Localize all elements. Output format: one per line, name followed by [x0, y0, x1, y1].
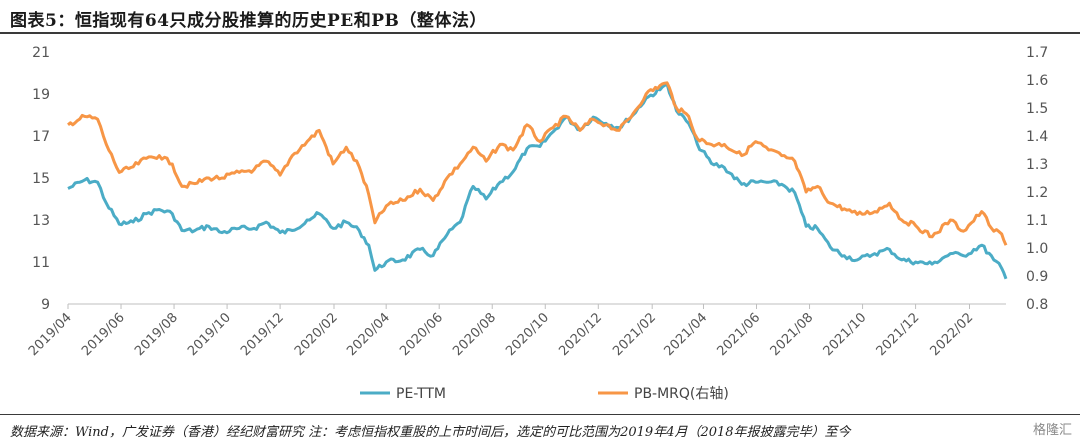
- x-axis-tick-label: 2022/02: [928, 310, 977, 359]
- right-axis-tick-label: 1.6: [1026, 73, 1048, 89]
- right-axis: 0.8 0.9 1.0 1.1 1.2 1.3 1.4 1.5 1.6 1.7: [1026, 45, 1048, 313]
- x-axis-tick-label: 2019/06: [79, 310, 128, 359]
- x-axis-tick-label: 2020/04: [344, 310, 393, 359]
- right-axis-tick-label: 1.5: [1026, 101, 1048, 117]
- left-axis-tick-label: 11: [32, 255, 50, 271]
- left-axis-tick-label: 17: [32, 129, 50, 145]
- right-axis-tick-label: 1.0: [1026, 241, 1048, 257]
- chart-title: 图表5：恒指现有64只成分股推算的历史PE和PB（整体法）: [10, 11, 487, 31]
- right-axis-tick-label: 0.8: [1026, 297, 1048, 313]
- series-line-pb: [67, 81, 1008, 246]
- footer-divider: [0, 414, 1080, 415]
- x-axis-tick-label: 2020/10: [503, 310, 552, 359]
- right-axis-tick-label: 1.4: [1026, 129, 1048, 145]
- right-axis-tick-label: 1.2: [1026, 185, 1048, 201]
- x-axis-tick-label: 2021/06: [715, 310, 764, 359]
- right-axis-tick-label: 1.1: [1026, 213, 1048, 229]
- right-axis-tick-label: 1.7: [1026, 45, 1048, 61]
- right-axis-tick-label: 1.3: [1026, 157, 1048, 173]
- series-layer: [67, 81, 1008, 280]
- x-axis: 2019/04 2019/06 2019/08 2019/10 2019/12 2020/…: [26, 303, 1006, 359]
- title-divider: [0, 32, 1080, 34]
- x-axis-tick-label: 2021/10: [821, 310, 870, 359]
- right-axis-tick-label: 0.9: [1026, 269, 1048, 285]
- x-axis-tick-label: 2020/02: [292, 310, 341, 359]
- source-note: 数据来源：Wind，广发证券（香港）经纪财富研究 注：考虑恒指权重股的上市时间后…: [10, 425, 851, 440]
- legend-label-pe: PE-TTM: [396, 386, 446, 402]
- left-axis-tick-label: 13: [32, 213, 50, 229]
- left-axis: 9 11 13 15 17 19 21: [32, 45, 50, 313]
- x-axis-tick-label: 2019/04: [26, 310, 75, 359]
- x-axis-tick-label: 2020/08: [450, 310, 499, 359]
- chart: 9 11 13 15 17 19 21 0.8 0.9 1.0 1.1 1.2 1.3 1.4 1.5 1.…: [26, 45, 1048, 402]
- x-axis-tick-label: 2020/06: [397, 310, 446, 359]
- left-axis-tick-label: 15: [32, 171, 50, 187]
- series-line-pe: [67, 82, 1008, 280]
- left-axis-tick-label: 9: [41, 297, 50, 313]
- x-axis-tick-label: 2019/12: [238, 310, 287, 359]
- left-axis-tick-label: 19: [32, 87, 50, 103]
- x-axis-tick-label: 2020/12: [556, 310, 605, 359]
- legend: PE-TTM PB-MRQ(右轴): [360, 386, 729, 402]
- x-axis-tick-label: 2021/02: [610, 310, 659, 359]
- x-axis-tick-label: 2019/10: [185, 310, 234, 359]
- x-axis-tick-label: 2019/08: [132, 310, 181, 359]
- x-axis-tick-label: 2021/12: [874, 310, 923, 359]
- title-bar: 图表5：恒指现有64只成分股推算的历史PE和PB（整体法）: [0, 0, 1080, 34]
- watermark: 格隆汇: [1030, 419, 1074, 438]
- x-axis-tick-label: 2021/08: [768, 310, 817, 359]
- legend-label-pb: PB-MRQ(右轴): [634, 386, 729, 402]
- x-axis-tick-label: 2021/04: [662, 310, 711, 359]
- left-axis-tick-label: 21: [32, 45, 50, 61]
